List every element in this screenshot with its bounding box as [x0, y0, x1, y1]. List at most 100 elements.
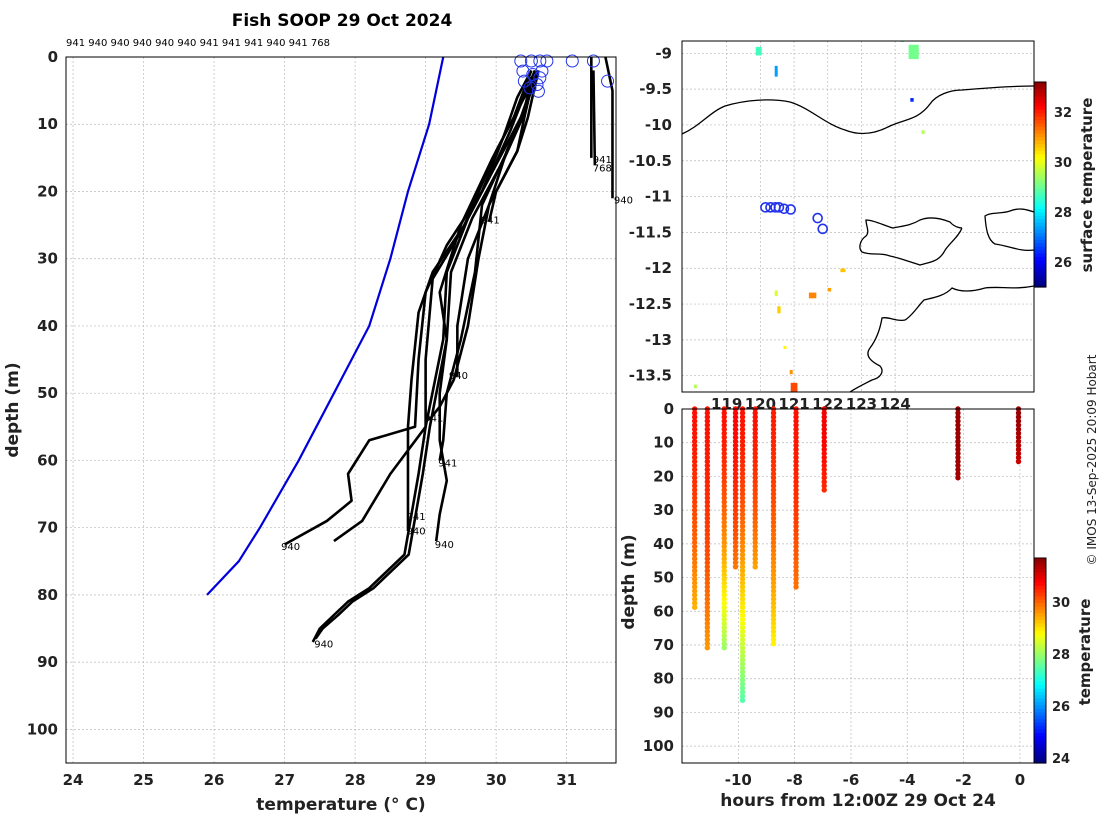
temperature-dot	[739, 527, 746, 534]
temperature-dot	[770, 511, 777, 517]
colorbar-segment	[1034, 663, 1046, 668]
temperature-dot	[739, 535, 746, 542]
surface-circle	[516, 64, 530, 78]
temperature-dot	[770, 535, 777, 542]
temperature-dot	[732, 479, 739, 485]
temperature-dot	[691, 430, 698, 436]
temperature-dot	[752, 515, 758, 521]
sst-patch	[783, 345, 787, 349]
temperature-dot	[793, 503, 799, 509]
temperature-dot	[732, 564, 739, 570]
temperature-dot	[739, 495, 746, 501]
temperature-dot	[704, 483, 711, 489]
temperature-dot	[793, 462, 799, 469]
temperature-dot	[739, 523, 746, 530]
temperature-dot	[704, 572, 711, 578]
temperature-colorbar-label: temperature	[1076, 599, 1094, 706]
temperature-dot	[732, 442, 739, 449]
y-tick-label: 80	[37, 586, 58, 604]
temperature-dot	[793, 466, 799, 473]
temperature-dot	[732, 475, 739, 481]
section-panel: -10 -8 -6 -4 -2 0 0 10 20 30 40 50 60 70 80 90 100 hour…	[619, 400, 1094, 811]
temperature-dot	[1015, 458, 1022, 465]
temperature-dot	[955, 430, 961, 436]
temperature-dot	[704, 560, 711, 566]
colorbar-segment	[1034, 249, 1046, 254]
temperature-dot	[721, 535, 727, 542]
section-depth-label: 100	[643, 737, 674, 755]
temperature-dot	[704, 515, 711, 521]
temperature-dot	[752, 462, 758, 469]
coastline-north	[682, 85, 1034, 135]
temperature-dot	[793, 507, 799, 513]
colorbar-segment	[1034, 105, 1046, 110]
temperature-dot	[721, 596, 727, 602]
colorbar-segment	[1034, 191, 1046, 196]
colorbar-segment	[1034, 126, 1046, 131]
colorbar-segment	[1034, 184, 1046, 189]
colorbar-segment	[1034, 246, 1046, 251]
colorbar-segment	[1034, 140, 1046, 145]
temperature-dot	[732, 422, 739, 428]
temperature-dot	[691, 483, 698, 489]
temperature-dot	[770, 466, 777, 473]
profile-id-label: 941	[424, 413, 443, 424]
colorbar-segment	[1034, 174, 1046, 179]
section-depth-label: 0	[664, 400, 674, 418]
temperature-dot	[1015, 418, 1022, 424]
colorbar-segment	[1034, 708, 1046, 713]
temperature-dot	[721, 551, 727, 558]
temperature-dot	[704, 568, 711, 574]
temperature-dot	[704, 418, 711, 424]
temperature-dot	[739, 661, 746, 667]
colorbar-segment	[1034, 629, 1046, 634]
temperature-dot	[721, 515, 727, 521]
temperature-dot	[732, 515, 739, 521]
ship-track	[760, 202, 829, 235]
temperature-dot	[821, 438, 827, 445]
temperature-dot	[1015, 434, 1022, 441]
sst-patch	[840, 268, 846, 273]
temperature-dot	[704, 503, 711, 509]
colorbar-segment	[1034, 622, 1046, 627]
temperature-dot	[793, 458, 799, 465]
profile-frame	[65, 56, 617, 764]
temperature-dot	[752, 454, 758, 461]
latitude-label: -9.5	[639, 80, 672, 98]
colorbar-frame	[1033, 81, 1047, 288]
colorbar-segment	[1034, 157, 1046, 162]
temperature-dot	[691, 560, 698, 566]
colorbar-segment	[1034, 283, 1046, 288]
temperature-dot	[752, 434, 758, 441]
temperature-dot	[770, 487, 777, 493]
temperature-dot	[691, 495, 698, 501]
y-tick-label: 40	[37, 317, 58, 335]
temperature-dot	[821, 483, 827, 489]
temperature-dot	[793, 527, 799, 534]
temperature-dot	[704, 596, 711, 602]
temperature-dot	[721, 471, 727, 477]
temperature-dot	[739, 438, 746, 445]
latitude-label: -10.5	[629, 152, 672, 170]
temperature-dot	[721, 584, 727, 590]
temperature-dot	[793, 430, 799, 436]
temperature-dot	[955, 471, 961, 477]
colorbar-segment	[1034, 273, 1046, 278]
latitude-ticks: -9 -9.5 -10 -10.5 -11 -11.5 -12 -12.5 -13 -13.5	[629, 44, 672, 384]
temperature-dot	[752, 527, 758, 534]
temperature-dot	[1015, 414, 1022, 420]
latitude-label: -11.5	[629, 223, 672, 241]
colorbar-segment	[1034, 266, 1046, 271]
depth-ticks: 0 10 20 30 40 50 60 70 80 90 100	[27, 48, 58, 738]
y-tick-label: 70	[37, 519, 58, 537]
x-tick-label: 28	[345, 771, 366, 789]
temperature-dot	[739, 697, 746, 703]
temperature-dot	[739, 616, 746, 623]
temperature-dot	[721, 426, 727, 432]
temperature-dot	[721, 418, 727, 424]
temperature-dot	[770, 531, 777, 538]
profile-id-label: 941	[407, 512, 426, 523]
colorbar-segment	[1034, 194, 1046, 199]
section-depth-label: 60	[653, 602, 674, 620]
